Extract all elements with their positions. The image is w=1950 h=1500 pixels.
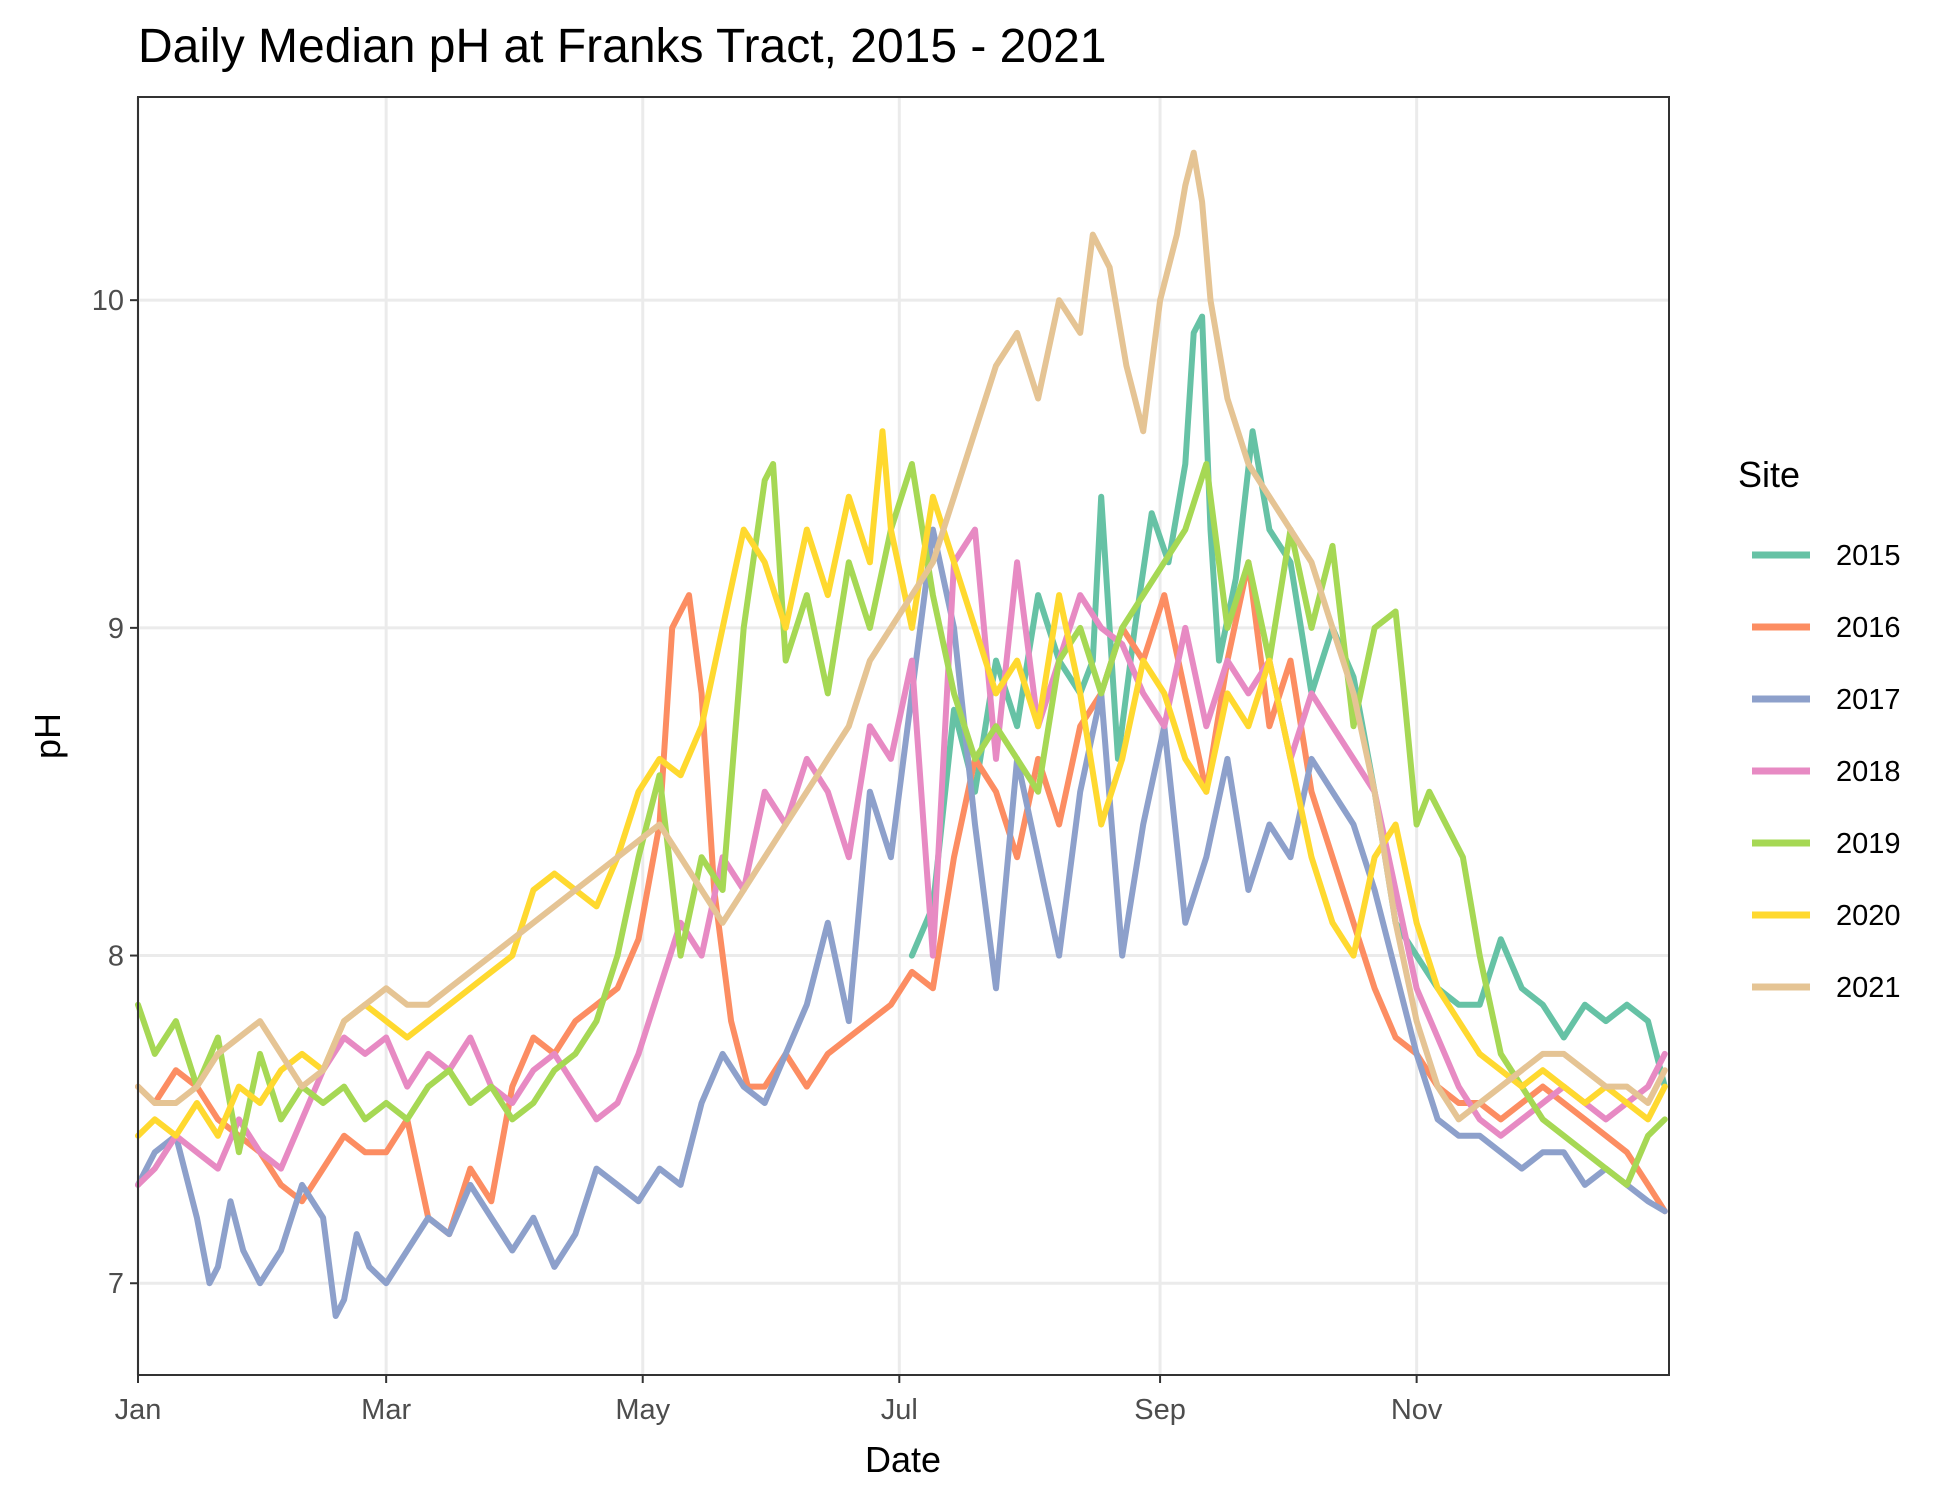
y-axis-title: pH [27, 713, 68, 759]
legend-label-2016: 2016 [1836, 612, 1901, 644]
x-tick-label: Mar [361, 1394, 411, 1426]
plot-panel-border [137, 96, 1670, 1376]
legend-label-2015: 2015 [1836, 540, 1901, 572]
series-line-2018 [135, 526, 1668, 1188]
legend-title: Site [1738, 454, 1800, 495]
legend-label-2017: 2017 [1836, 684, 1901, 716]
y-axis-ticks: 7 8 9 10 [92, 285, 138, 1300]
x-tick-label: Sep [1134, 1394, 1186, 1426]
x-tick-label: May [615, 1394, 670, 1426]
x-axis-ticks: Jan Mar May Jul Sep Nov [115, 1375, 1443, 1426]
series-line-2016 [135, 559, 1668, 1238]
legend-items: 2015 2016 2017 2018 2019 2020 2021 [1752, 540, 1901, 1004]
series-line-2019 [135, 461, 1668, 1188]
series-line-2017 [135, 526, 1668, 1319]
chart-title: Daily Median pH at Franks Tract, 2015 - … [138, 20, 1106, 73]
y-tick-label: 10 [92, 285, 124, 317]
series-line-2021 [135, 149, 1668, 1123]
x-tick-label: Jan [115, 1394, 162, 1426]
y-tick-label: 7 [108, 1268, 124, 1300]
legend-label-2020: 2020 [1836, 900, 1901, 932]
legend-label-2019: 2019 [1836, 828, 1901, 860]
x-tick-label: Nov [1391, 1394, 1443, 1426]
legend: Site 2015 2016 2017 2018 2019 2020 2021 [1738, 454, 1901, 1004]
y-tick-label: 8 [108, 941, 124, 973]
y-tick-label: 9 [108, 613, 124, 645]
series-line-2015 [908, 313, 1668, 1090]
x-axis-title: Date [865, 1439, 941, 1480]
series-lines [135, 149, 1668, 1319]
legend-label-2021: 2021 [1836, 972, 1901, 1004]
series-line-2020 [135, 428, 1668, 1139]
legend-label-2018: 2018 [1836, 756, 1901, 788]
x-tick-label: Jul [881, 1394, 918, 1426]
